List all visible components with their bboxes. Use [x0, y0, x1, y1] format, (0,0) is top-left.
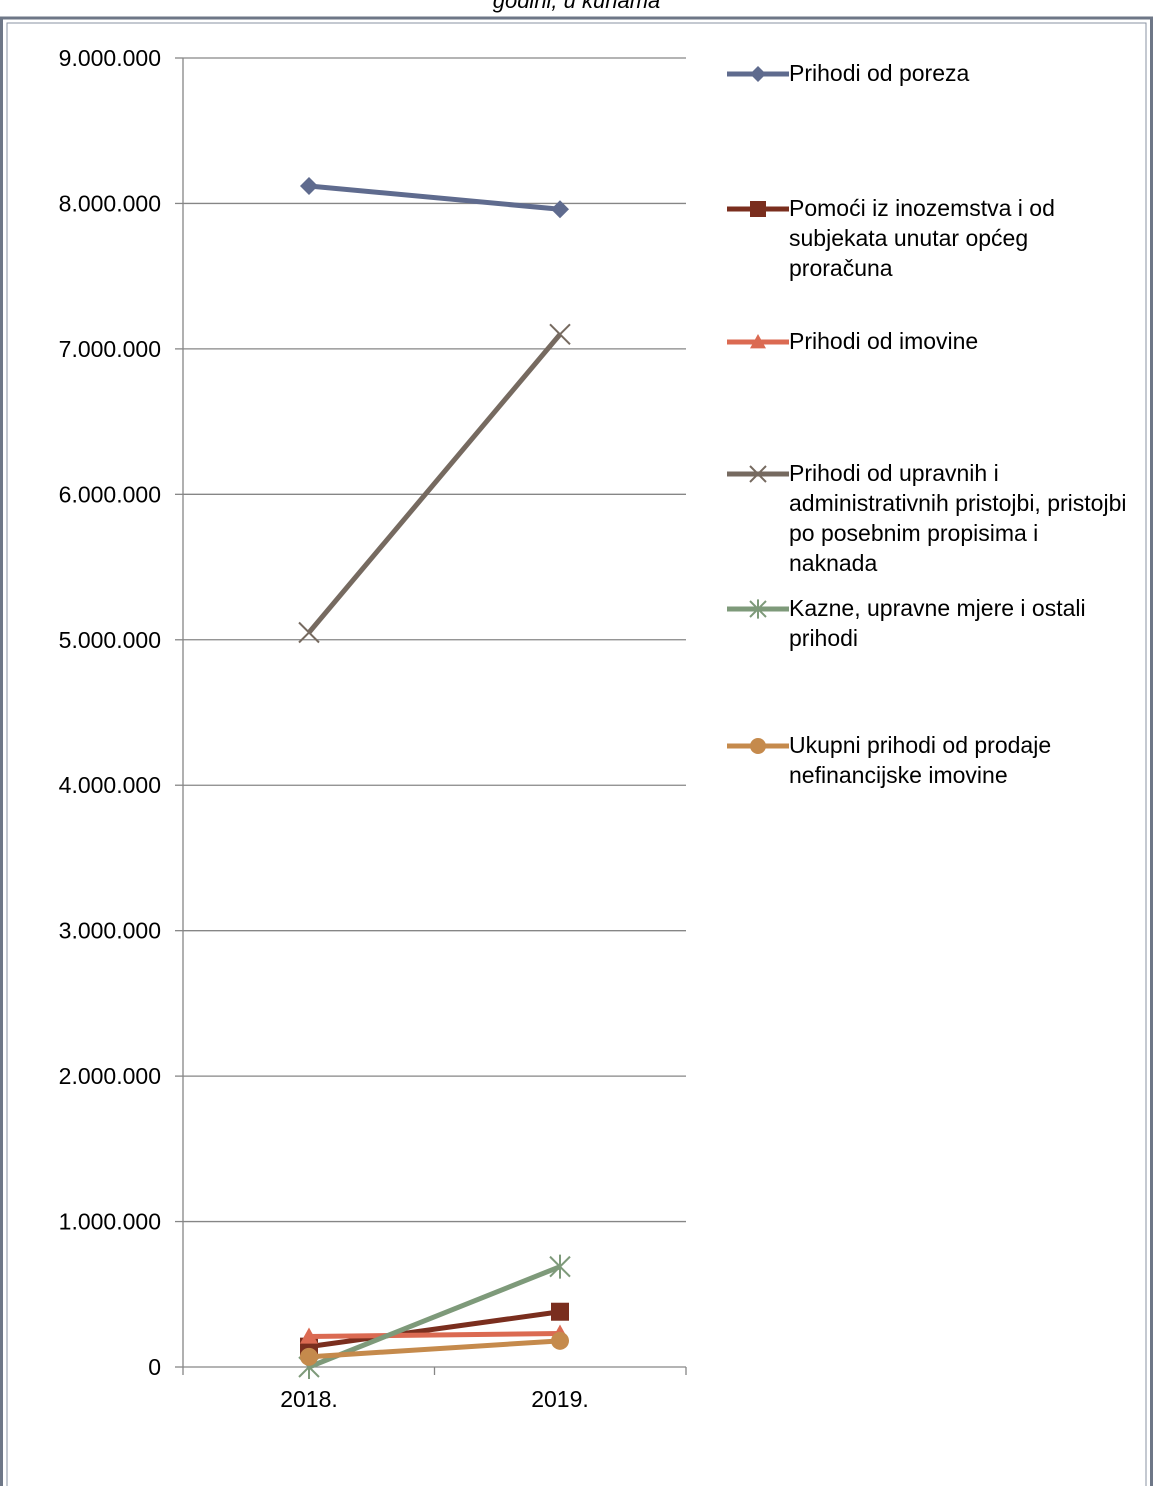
data-point-marker [300, 176, 318, 195]
data-point-marker [749, 599, 767, 619]
legend-swatch [727, 201, 789, 217]
chart-frame-inner [6, 22, 1147, 1486]
legend-label: Prihodi od upravnih i administrativnih p… [789, 460, 1127, 576]
series-line [308, 183, 561, 212]
data-point-marker [300, 1327, 318, 1344]
series-line [308, 1331, 561, 1339]
data-point-marker [551, 1331, 569, 1350]
legend-swatch [727, 465, 789, 483]
x-tick-label: 2019. [531, 1386, 589, 1412]
legend-item: Prihodi od imovine [727, 328, 1129, 356]
legend-label: Prihodi od poreza [789, 60, 970, 86]
series-line [307, 332, 562, 635]
series-0 [300, 176, 569, 219]
legend-item: Prihodi od upravnih i administrativnih p… [727, 460, 1129, 578]
legend-swatch [727, 599, 789, 619]
y-tick-label: 0 [148, 1354, 161, 1380]
x-tick-label: 2018. [280, 1386, 338, 1412]
y-tick-label: 6.000.000 [59, 481, 161, 507]
series-layer [298, 176, 571, 1379]
legend-item: Kazne, upravne mjere i ostali prihodi [727, 595, 1129, 653]
y-axis-ticks: 0 1.000.000 2.000.000 3.000.000 4.000.000 5.0… [59, 45, 183, 1380]
x-axis-ticks: 2018. 2019. [182, 1367, 687, 1412]
legend-label: Pomoći iz inozemstva i od subjekata unut… [789, 195, 1055, 281]
y-tick-label: 2.000.000 [59, 1063, 161, 1089]
legend-label: Prihodi od imovine [789, 328, 979, 354]
chart-frame-outer [0, 16, 1153, 1486]
data-point-marker [749, 465, 767, 483]
data-point-marker [549, 323, 571, 346]
data-point-marker [750, 334, 766, 349]
data-point-marker [750, 66, 766, 82]
data-point-marker [549, 1254, 571, 1279]
y-tick-label: 8.000.000 [59, 190, 161, 216]
series-3 [298, 323, 571, 644]
series-line [308, 1264, 561, 1370]
gridlines [183, 57, 686, 1223]
legend-label: Kazne, upravne mjere i ostali prihodi [789, 595, 1086, 651]
series-5 [300, 1331, 569, 1366]
legend-swatch [727, 334, 789, 349]
legend-swatch [727, 738, 789, 754]
y-tick-label: 3.000.000 [59, 918, 161, 944]
legend-item: Pomoći iz inozemstva i od subjekata unut… [727, 195, 1129, 283]
legend-item: Ukupni prihodi od prodaje nefinancijske … [727, 732, 1129, 790]
data-point-marker [750, 201, 766, 217]
data-point-marker [551, 1302, 569, 1321]
axes [182, 58, 686, 1368]
legend-swatch [727, 66, 789, 82]
y-tick-label: 9.000.000 [59, 45, 161, 71]
y-tick-label: 7.000.000 [59, 336, 161, 362]
data-point-marker [750, 738, 766, 754]
series-line [308, 1309, 561, 1350]
y-tick-label: 4.000.000 [59, 772, 161, 798]
y-tick-label: 5.000.000 [59, 627, 161, 653]
series-line [308, 1338, 561, 1360]
data-point-marker [551, 200, 569, 219]
data-point-marker [298, 621, 320, 644]
y-tick-label: 1.000.000 [59, 1209, 161, 1235]
legend-item: Prihodi od poreza [727, 60, 1129, 88]
chart-title: godini, u kunama [492, 0, 661, 13]
legend-label: Ukupni prihodi od prodaje nefinancijske … [789, 732, 1052, 788]
data-point-marker [300, 1347, 318, 1366]
